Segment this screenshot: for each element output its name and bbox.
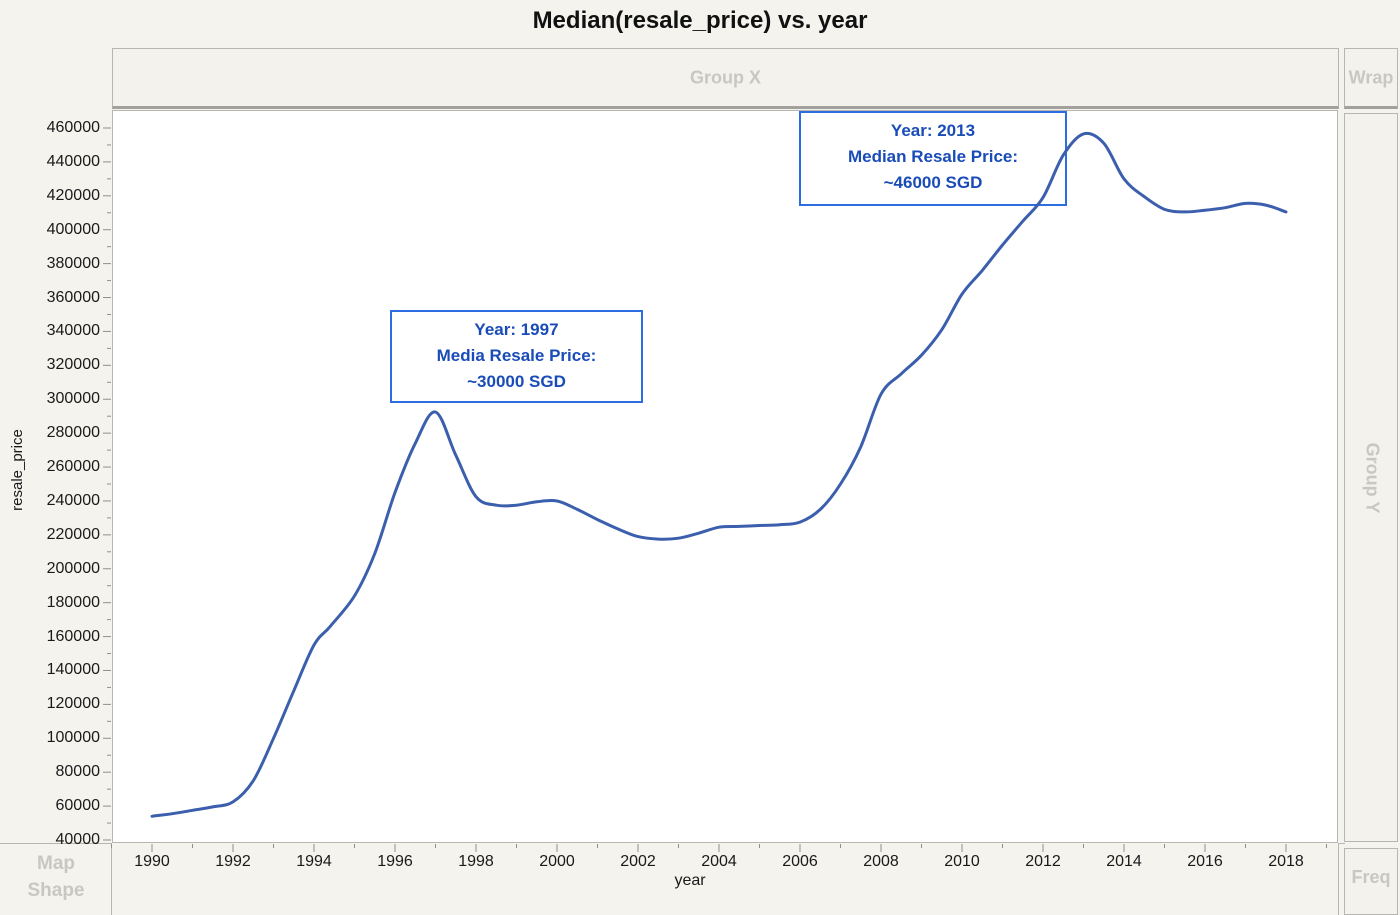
x-tick-label: 2010 <box>944 853 980 870</box>
drop-zone-freq[interactable]: Freq <box>1344 848 1398 915</box>
x-tick-label: 1996 <box>377 853 413 870</box>
x-tick-label: 2004 <box>701 853 737 870</box>
annotation-box-1997[interactable]: Year: 1997 Media Resale Price: ~30000 SG… <box>390 310 643 403</box>
y-tick-label: 140000 <box>46 661 100 679</box>
y-axis-label: resale_price <box>9 429 26 511</box>
y-tick-label: 100000 <box>46 729 100 747</box>
axis-edge-bottom-left <box>111 843 112 915</box>
y-tick-label: 420000 <box>46 186 100 204</box>
annotation-box-2013[interactable]: Year: 2013 Median Resale Price: ~46000 S… <box>799 111 1067 206</box>
annotation-line: ~46000 SGD <box>883 173 983 192</box>
axis-edge-right <box>1338 843 1345 844</box>
y-tick-label: 320000 <box>46 356 100 374</box>
x-tick-label: 2008 <box>863 853 899 870</box>
y-tick-label: 360000 <box>46 288 100 306</box>
x-tick-label: 1998 <box>458 853 494 870</box>
x-tick-label: 2018 <box>1268 853 1304 870</box>
annotation-line: Year: 2013 <box>890 121 976 140</box>
page-title: Median(resale_price) vs. year <box>532 7 868 34</box>
y-tick-label: 340000 <box>46 322 100 340</box>
y-tick-label: 280000 <box>46 424 100 442</box>
y-tick-label: 200000 <box>46 559 100 577</box>
annotation-line: Median Resale Price: <box>847 147 1019 166</box>
x-tick-label: 1994 <box>296 853 332 870</box>
annotation-line: Year: 1997 <box>474 320 559 339</box>
x-tick-label: 1990 <box>134 853 170 870</box>
drop-zone-group-x-label: Group X <box>690 67 761 87</box>
x-axis-label: year <box>674 872 706 889</box>
drop-zone-map-shape[interactable]: Map Shape <box>27 853 85 901</box>
x-tick-label: 2000 <box>539 853 575 870</box>
y-tick-label: 120000 <box>46 695 100 713</box>
y-tick-label: 160000 <box>46 627 100 645</box>
y-tick-label: 40000 <box>55 831 101 848</box>
y-tick-label: 380000 <box>46 254 100 272</box>
annotation-line: Media Resale Price: <box>436 346 597 365</box>
annotation-line: ~30000 SGD <box>467 372 566 391</box>
y-tick-label: 260000 <box>46 458 100 476</box>
x-tick-label: 2002 <box>620 853 656 870</box>
y-tick-label: 220000 <box>46 525 100 543</box>
x-tick-label: 2014 <box>1106 853 1142 870</box>
drop-zone-wrap-label: Wrap <box>1348 67 1394 87</box>
y-tick-label: 300000 <box>46 390 100 408</box>
drop-zone-group-y[interactable]: Group Y <box>1344 113 1398 842</box>
y-tick-label: 60000 <box>55 797 101 815</box>
x-tick-label: 1992 <box>215 853 251 870</box>
y-tick-label: 240000 <box>46 491 100 509</box>
axis-edge-bottom-right <box>1338 843 1339 915</box>
drop-zone-group-y-label: Group Y <box>1362 442 1383 514</box>
x-tick-label: 2016 <box>1187 853 1223 870</box>
y-tick-label: 180000 <box>46 593 100 611</box>
drop-zone-freq-label: Freq <box>1351 867 1391 887</box>
drop-zone-wrap[interactable]: Wrap <box>1344 48 1398 109</box>
y-tick-label: 80000 <box>55 763 101 781</box>
x-tick-label: 2006 <box>782 853 818 870</box>
x-tick-label: 2012 <box>1025 853 1061 870</box>
y-tick-label: 400000 <box>46 220 100 238</box>
y-tick-label: 460000 <box>46 119 100 136</box>
plot-area[interactable] <box>112 110 1338 843</box>
drop-zone-group-x[interactable]: Group X <box>112 48 1339 109</box>
y-tick-label: 440000 <box>46 152 100 170</box>
axis-edge-left <box>0 843 112 844</box>
